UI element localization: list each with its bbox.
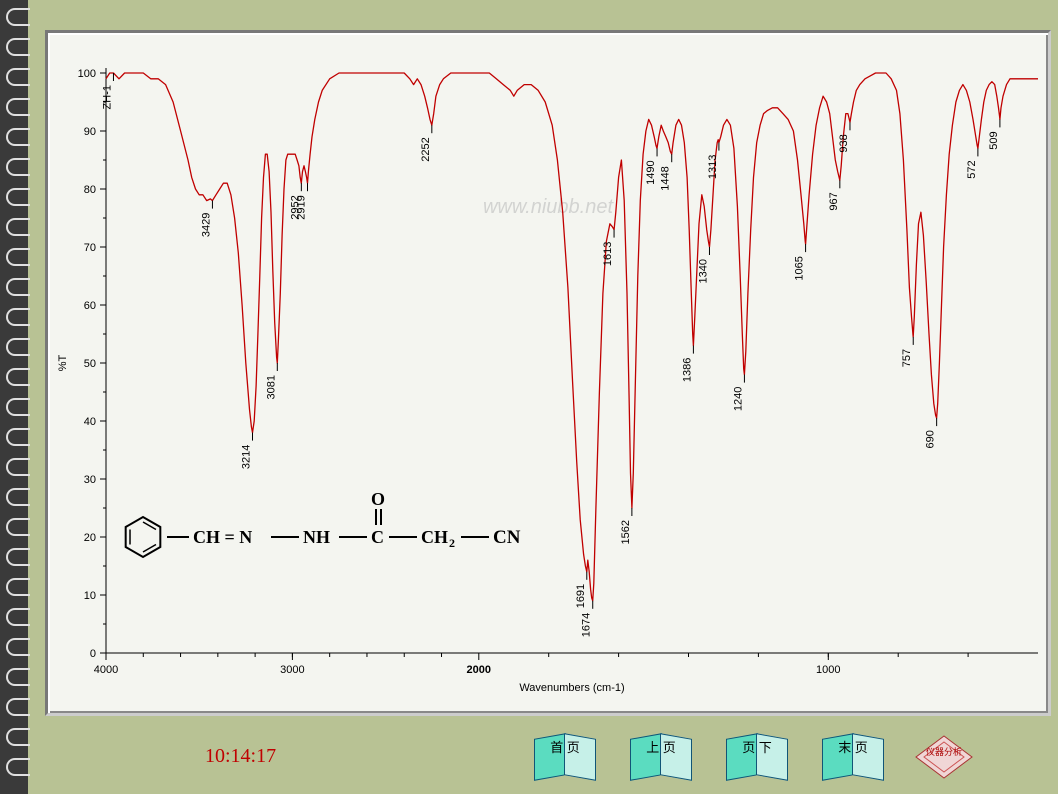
svg-text:40: 40 [84,416,96,428]
svg-text:C: C [371,527,384,547]
svg-text:2919: 2919 [295,195,307,219]
page-root: 0 10 20 30 40 50 60 70 80 90 100 %T 4000 3000 2000 1000… [0,0,1058,794]
svg-text:938: 938 [838,134,850,152]
nav-next[interactable]: 页 下 [722,734,792,780]
svg-text:80: 80 [84,184,96,196]
svg-text:1340: 1340 [697,259,709,283]
chart-panel: 0 10 20 30 40 50 60 70 80 90 100 %T 4000 3000 2000 1000… [45,30,1051,716]
svg-text:1448: 1448 [660,166,672,190]
svg-text:3081: 3081 [265,375,277,399]
svg-text:30: 30 [84,474,96,486]
svg-text:967: 967 [828,192,840,210]
svg-text:仪器分析: 仪器分析 [926,746,962,757]
svg-text:1490: 1490 [645,160,657,184]
svg-text:CH = N: CH = N [193,527,252,547]
svg-text:60: 60 [84,300,96,312]
ir-spectrum-svg: 0 10 20 30 40 50 60 70 80 90 100 %T 4000 3000 2000 1000… [48,33,1048,713]
footer: 10:14:17 首 页上 页页 下末 页仪器分析 [0,738,1058,794]
svg-text:1562: 1562 [620,520,632,544]
svg-text:1613: 1613 [602,242,614,266]
svg-text:1691: 1691 [575,584,587,608]
svg-text:CN: CN [493,527,521,548]
svg-text:509: 509 [988,131,1000,149]
svg-text:2252: 2252 [420,137,432,161]
svg-text:20: 20 [84,532,96,544]
svg-text:70: 70 [84,242,96,254]
svg-text:www.niubb.net: www.niubb.net [483,196,615,218]
svg-text:757: 757 [901,349,913,367]
svg-text:3000: 3000 [280,664,304,676]
nav-bar: 首 页上 页页 下末 页 仪器分析 [530,734,974,780]
svg-text:%T: %T [57,354,69,371]
svg-text:100: 100 [78,68,96,80]
svg-text:0: 0 [90,648,96,660]
svg-text:90: 90 [84,126,96,138]
svg-text:Wavenumbers (cm-1): Wavenumbers (cm-1) [519,682,624,694]
svg-text:1386: 1386 [681,358,693,382]
svg-text:1240: 1240 [732,387,744,411]
tool-button[interactable]: 仪器分析 [914,734,974,780]
timestamp: 10:14:17 [205,745,276,768]
svg-text:CH: CH [421,527,448,547]
svg-text:3214: 3214 [241,445,253,469]
svg-text:1674: 1674 [581,613,593,637]
svg-text:1313: 1313 [707,155,719,179]
svg-text:ZH-1: ZH-1 [101,85,113,109]
svg-text:NH: NH [303,527,330,547]
svg-text:3429: 3429 [200,213,212,237]
spiral-binding [0,0,28,794]
svg-text:572: 572 [966,160,978,178]
svg-text:690: 690 [925,430,937,448]
nav-prev[interactable]: 上 页 [626,734,696,780]
svg-text:1000: 1000 [816,664,840,676]
svg-text:1065: 1065 [794,256,806,280]
svg-text:O: O [371,489,385,509]
nav-first[interactable]: 首 页 [530,734,600,780]
svg-text:2: 2 [449,536,455,550]
svg-text:2000: 2000 [467,664,491,676]
svg-text:4000: 4000 [94,664,118,676]
nav-last[interactable]: 末 页 [818,734,888,780]
svg-text:10: 10 [84,590,96,602]
svg-text:50: 50 [84,358,96,370]
